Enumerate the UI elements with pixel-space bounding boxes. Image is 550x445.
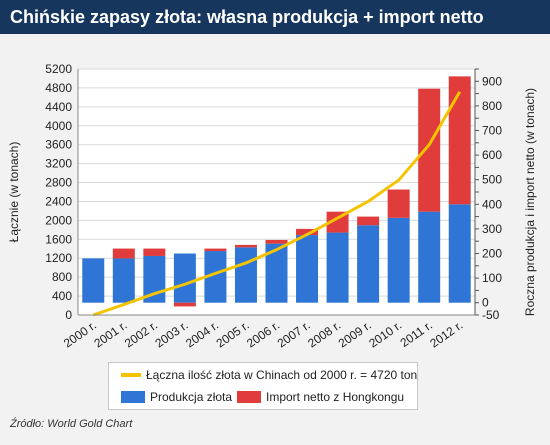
left-tick-label: 1600 [45,232,72,246]
left-axis-title: Łącznie (w tonach) [7,142,21,243]
right-tick-label: 0 [482,296,489,310]
import-bar [173,302,196,307]
x-tick-label: 2012 r. [427,318,465,351]
import-bar [326,211,349,233]
legend-label-import: Import netto z Hongkongu [266,390,405,404]
legend-label-production: Produkcja złota [150,390,233,404]
production-bar [448,204,471,303]
production-bar [357,225,380,303]
import-bar [418,88,441,212]
right-tick-label: 100 [482,271,502,285]
left-tick-label: 2000 [45,213,72,227]
right-tick-label: 200 [482,247,502,261]
x-tick-label: 2010 r. [366,318,404,351]
chart-title: Chińskie zapasy złota: własna produkcja … [0,0,550,34]
right-tick-label: 400 [482,197,502,211]
x-tick-label: 2004 r. [183,318,221,351]
left-tick-label: 3600 [45,138,72,152]
import-bar [357,216,380,226]
left-tick-label: 1200 [45,251,72,265]
right-tick-label: 700 [482,124,502,138]
left-tick-label: 4000 [45,119,72,133]
legend-label-total: Łączna ilość złota w Chinach od 2000 r. … [146,368,418,382]
import-bar [265,239,288,244]
legend-swatch-import [237,391,261,403]
x-tick-label: 2007 r. [275,318,313,351]
chart-area: 0400800120016002000240028003200360040004… [7,62,537,351]
import-bar [143,248,166,256]
left-tick-label: 4400 [45,100,72,114]
source-note: Źródło: World Gold Chart [10,418,133,430]
total-line [92,90,462,317]
production-bar [387,217,410,303]
right-tick-label: -50 [482,308,500,322]
left-tick-label: 400 [52,289,72,303]
left-tick-label: 4800 [45,81,72,95]
left-tick-label: 0 [65,308,72,322]
import-bar [448,76,471,205]
right-tick-label: 300 [482,222,502,236]
total-line-layer [92,90,462,317]
legend-item-production: Produkcja złota [121,390,232,404]
right-tick-label: 900 [482,74,502,88]
import-bar [296,228,319,236]
production-bar [326,232,349,303]
legend: Łączna ilość złota w Chinach od 2000 r. … [108,362,418,410]
x-tick-label: 2009 r. [336,318,374,351]
right-tick-label: 800 [482,99,502,113]
left-tick-label: 3200 [45,157,72,171]
production-bar [82,258,105,303]
legend-item-total: Łączna ilość złota w Chinach od 2000 r. … [121,368,417,382]
production-bar [296,235,319,303]
right-tick-label: 600 [482,148,502,162]
x-tick-label: 2000 r. [61,318,99,351]
x-tick-label: 2011 r. [398,318,435,350]
x-tick-label: 2006 r. [244,318,282,351]
production-bar [173,253,196,303]
x-tick-label: 2002 r. [122,318,160,351]
import-bar [234,244,257,248]
production-bar [418,211,441,303]
left-tick-label: 5200 [45,62,72,76]
x-tick-label: 2008 r. [305,318,343,351]
legend-item-import: Import netto z Hongkongu [237,390,404,404]
x-tick-label: 2005 r. [214,318,252,351]
production-bar [234,247,257,303]
right-tick-label: 500 [482,173,502,187]
import-bar [204,248,227,252]
production-bar [265,243,288,303]
production-bar [112,258,135,303]
bars [82,76,471,307]
left-tick-label: 2400 [45,194,72,208]
import-bar [112,248,135,259]
right-axis-title: Roczna produkcja i import netto (w tonac… [523,88,537,316]
left-tick-label: 2800 [45,176,72,190]
legend-swatch-total [121,373,141,377]
left-tick-label: 800 [52,270,72,284]
x-tick-label: 2003 r. [153,318,191,351]
import-bar [387,189,410,218]
legend-swatch-production [121,391,145,403]
x-tick-label: 2001 r. [91,318,129,351]
production-bar [204,251,227,303]
